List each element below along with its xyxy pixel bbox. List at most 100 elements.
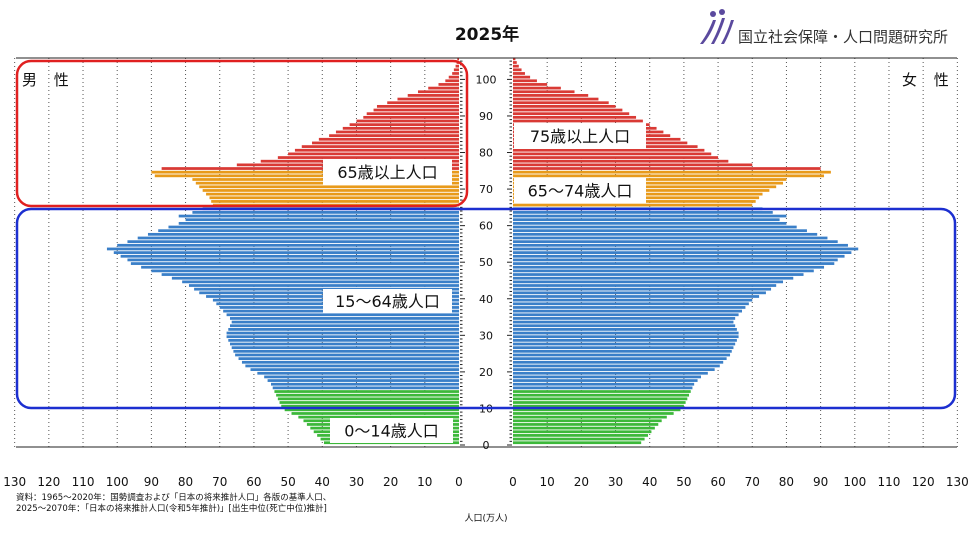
bar-male [373, 108, 459, 112]
bar-male [130, 262, 459, 265]
bar-female [513, 148, 705, 152]
bar-female [513, 156, 719, 159]
bar-male [238, 357, 459, 361]
bar-male [363, 115, 459, 119]
bar-male [291, 412, 459, 415]
bar-male [453, 68, 459, 72]
bar-female [513, 119, 643, 123]
bar-male [228, 338, 459, 342]
x-tick-label-female: 100 [843, 475, 866, 489]
bar-male [168, 225, 459, 229]
bar-female [513, 211, 773, 214]
bar-male [407, 94, 459, 97]
bar-female [513, 232, 818, 236]
bar-female [513, 430, 652, 434]
x-tick-label-male: 130 [3, 475, 26, 489]
x-tick-label-male: 40 [315, 475, 330, 489]
bar-male [366, 112, 459, 116]
highlight-box-15-64 [15, 207, 957, 410]
label-65-74-box [514, 178, 646, 203]
bar-female [513, 265, 825, 269]
bar-male [267, 379, 459, 382]
age-tick-label: 100 [476, 73, 497, 86]
bar-male [233, 349, 459, 353]
bar-male [209, 196, 459, 200]
bar-male [279, 401, 459, 404]
x-tick-label-female: 70 [745, 475, 760, 489]
bar-male [245, 364, 459, 368]
label-65-74-text: 65～74歳人口 [528, 182, 633, 201]
bar-male [335, 130, 459, 134]
bar-male [445, 79, 459, 83]
bar-female [513, 397, 688, 401]
bar-female [513, 379, 698, 382]
bar-female [513, 83, 548, 86]
bar-female [513, 426, 655, 430]
bar-male [276, 393, 459, 397]
age-tick-label: 50 [479, 256, 493, 269]
age-tick-label: 0 [483, 439, 490, 452]
bar-female [513, 236, 828, 240]
bar-male [202, 189, 459, 192]
x-tick-label-male: 0 [455, 475, 463, 489]
bar-male [342, 126, 459, 130]
bar-male [178, 221, 459, 225]
bar-male [151, 269, 459, 273]
bar-male [226, 335, 459, 339]
bar-male [376, 104, 459, 108]
bar-male [272, 386, 459, 390]
bar-female [513, 349, 732, 353]
bar-female [513, 152, 712, 156]
bar-female [513, 276, 794, 280]
bar-male [312, 141, 459, 145]
bar-female [513, 104, 616, 108]
bar-male [127, 258, 459, 262]
female-label: 女 性 [902, 71, 955, 89]
group-label-layer: 65歳以上人口 75歳以上人口 65～74歳人口 15～64歳人口 0～14歳人口 [323, 123, 646, 443]
bar-female [513, 203, 753, 207]
bar-female [513, 108, 623, 112]
bar-male [229, 324, 459, 328]
bar-male [161, 167, 459, 170]
bar-male [288, 152, 459, 156]
x-tick-label-female: 40 [642, 475, 657, 489]
bar-female [513, 437, 645, 441]
source-line-2: 2025～2070年：「日本の将来推計人口(令和5年推計)」[出生中位(死亡中位… [16, 503, 327, 514]
bar-female [513, 353, 731, 357]
bar-female [513, 101, 609, 105]
age-tick-label: 20 [479, 366, 493, 379]
bar-male [329, 134, 459, 137]
bar-female [513, 159, 729, 163]
x-tick-label-female: 10 [540, 475, 555, 489]
bar-female [513, 79, 537, 83]
label-0-14-text: 0～14歳人口 [344, 422, 439, 441]
bar-female [513, 357, 727, 361]
bar-male [274, 390, 459, 393]
bar-male [417, 90, 459, 94]
bar-male [141, 265, 459, 269]
bar-male [231, 346, 459, 350]
bar-male [318, 137, 459, 141]
bar-male [457, 57, 459, 61]
bar-female [513, 328, 737, 331]
bar-male [241, 360, 459, 364]
label-75plus-text: 75歳以上人口 [530, 127, 630, 146]
bar-male [158, 229, 459, 233]
bar-female [513, 68, 522, 72]
bar-female [513, 404, 684, 408]
bar-female [513, 298, 753, 302]
bar-female [513, 225, 797, 229]
bar-female [513, 331, 739, 335]
bar-male [147, 232, 459, 236]
bar-female [513, 221, 787, 225]
bar-male [120, 254, 460, 258]
bar-male [226, 313, 459, 317]
bar-female [513, 368, 715, 371]
label-15-64-box [323, 289, 452, 313]
organization-name: 国立社会保障・人口問題研究所 [738, 28, 948, 46]
bar-female [513, 287, 772, 291]
bar-male [199, 185, 459, 189]
x-tick-label-female: 60 [710, 475, 725, 489]
grid-layer [14, 58, 958, 447]
bar-female [513, 390, 691, 393]
